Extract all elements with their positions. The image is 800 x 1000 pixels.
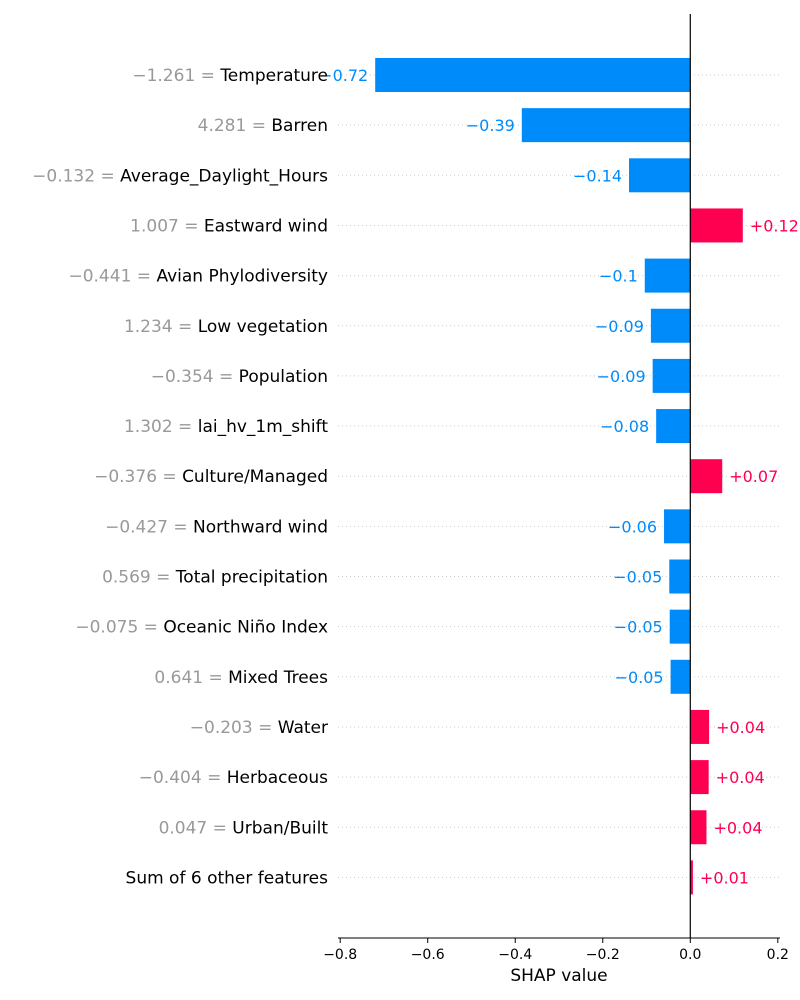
- bar-value-label: +0.04: [716, 718, 765, 737]
- bar-positive: [690, 810, 707, 845]
- bar-value-label: +0.12: [750, 216, 799, 235]
- feature-name: Sum of 6 other features: [126, 868, 329, 888]
- bar-positive: [690, 709, 710, 744]
- feature-name: Herbaceous: [227, 768, 328, 788]
- feature-name: lai_hv_1m_shift: [198, 417, 329, 437]
- x-axis: −0.8 −0.6 −0.4 −0.2 0.0 0.2: [323, 937, 789, 963]
- bar-negative: [669, 609, 691, 644]
- bar-value-label: −0.09: [597, 367, 646, 386]
- bar-positive: [690, 208, 743, 243]
- feature-label: −0.441 = Avian Phylodiversity: [68, 267, 328, 287]
- feature-label: 4.281 = Barren: [198, 116, 328, 136]
- x-tick-label: −0.2: [586, 947, 620, 963]
- feature-value: 4.281 =: [198, 116, 272, 136]
- feature-name: Low vegetation: [198, 317, 328, 337]
- bar-positive: [690, 860, 693, 895]
- x-tick-label: 0.2: [767, 947, 789, 963]
- bar-value-label: −0.09: [595, 317, 644, 336]
- feature-label: −0.203 = Water: [190, 718, 328, 738]
- feature-label: 1.007 = Eastward wind: [130, 216, 328, 236]
- feature-name: Average_Daylight_Hours: [120, 166, 328, 186]
- feature-value: −1.261 =: [132, 66, 220, 86]
- feature-value: 0.569 =: [102, 568, 176, 588]
- bar-negative: [656, 409, 691, 444]
- feature-label: −0.354 = Population: [151, 367, 328, 387]
- feature-value: 1.234 =: [124, 317, 198, 337]
- feature-value: −0.376 =: [94, 467, 182, 487]
- feature-label: 1.234 = Low vegetation: [124, 317, 328, 337]
- bar-positive: [690, 760, 709, 795]
- feature-value: −0.427 =: [105, 517, 193, 537]
- bar-value-label: −0.72: [319, 66, 368, 85]
- feature-labels: −0.72−1.261 = Temperature−0.394.281 = Ba…: [32, 66, 799, 888]
- feature-value: −0.404 =: [139, 768, 227, 788]
- feature-label: −0.376 = Culture/Managed: [94, 467, 328, 487]
- feature-value: 0.047 =: [159, 818, 233, 838]
- feature-name: Total precipitation: [175, 568, 328, 588]
- bar-value-label: −0.05: [613, 568, 662, 587]
- bar-value-label: −0.06: [608, 517, 657, 536]
- x-tick-label: −0.8: [323, 947, 357, 963]
- bars: [375, 58, 743, 895]
- bar-value-label: +0.07: [729, 467, 778, 486]
- bar-value-label: −0.1: [599, 267, 638, 286]
- bar-negative: [629, 158, 691, 193]
- feature-value: 1.302 =: [124, 417, 198, 437]
- bar-negative: [375, 58, 691, 92]
- bar-value-label: +0.04: [713, 818, 762, 837]
- feature-name: Population: [239, 367, 328, 387]
- feature-name: Northward wind: [193, 517, 328, 537]
- feature-label: −0.427 = Northward wind: [105, 517, 328, 537]
- feature-label: 0.569 = Total precipitation: [102, 568, 328, 588]
- bar-negative: [670, 659, 691, 694]
- feature-name: Barren: [271, 116, 328, 136]
- bar-positive: [690, 459, 723, 494]
- feature-name: Culture/Managed: [182, 467, 328, 487]
- feature-value: 1.007 =: [130, 216, 204, 236]
- feature-label: −0.075 = Oceanic Niño Index: [75, 618, 328, 638]
- bar-negative: [669, 559, 691, 594]
- feature-label: 1.302 = lai_hv_1m_shift: [124, 417, 328, 437]
- feature-value: 0.641 =: [154, 668, 228, 688]
- feature-value: −0.075 =: [75, 618, 163, 638]
- feature-name: Oceanic Niño Index: [163, 618, 328, 638]
- x-tick-label: 0.0: [679, 947, 701, 963]
- feature-name: Water: [278, 718, 328, 738]
- feature-name: Avian Phylodiversity: [156, 267, 328, 287]
- x-tick-label: −0.4: [498, 947, 532, 963]
- bar-negative: [650, 308, 691, 343]
- bar-value-label: −0.08: [600, 417, 649, 436]
- feature-label: −1.261 = Temperature: [132, 66, 328, 86]
- feature-value: −0.441 =: [68, 267, 156, 287]
- bar-value-label: −0.05: [614, 618, 663, 637]
- feature-value: −0.203 =: [190, 718, 278, 738]
- bar-negative: [521, 108, 691, 143]
- feature-value: −0.132 =: [32, 166, 120, 186]
- feature-name: Mixed Trees: [228, 668, 328, 688]
- bar-value-label: −0.14: [573, 166, 622, 185]
- feature-label: −0.404 = Herbaceous: [139, 768, 328, 788]
- feature-label: 0.047 = Urban/Built: [159, 818, 329, 838]
- bar-value-label: +0.04: [716, 768, 765, 787]
- bar-negative: [664, 509, 691, 544]
- x-tick-label: −0.6: [411, 947, 445, 963]
- x-axis-label: SHAP value: [510, 966, 607, 986]
- feature-name: Eastward wind: [204, 216, 328, 236]
- bar-negative: [644, 258, 691, 293]
- feature-label: Sum of 6 other features: [126, 868, 329, 888]
- bar-negative: [652, 358, 691, 393]
- bar-value-label: −0.39: [466, 116, 515, 135]
- feature-label: 0.641 = Mixed Trees: [154, 668, 328, 688]
- bar-value-label: −0.05: [615, 668, 664, 687]
- feature-label: −0.132 = Average_Daylight_Hours: [32, 166, 328, 186]
- feature-value: −0.354 =: [151, 367, 239, 387]
- bar-value-label: +0.01: [700, 868, 749, 887]
- feature-name: Temperature: [219, 66, 328, 86]
- feature-name: Urban/Built: [232, 818, 328, 838]
